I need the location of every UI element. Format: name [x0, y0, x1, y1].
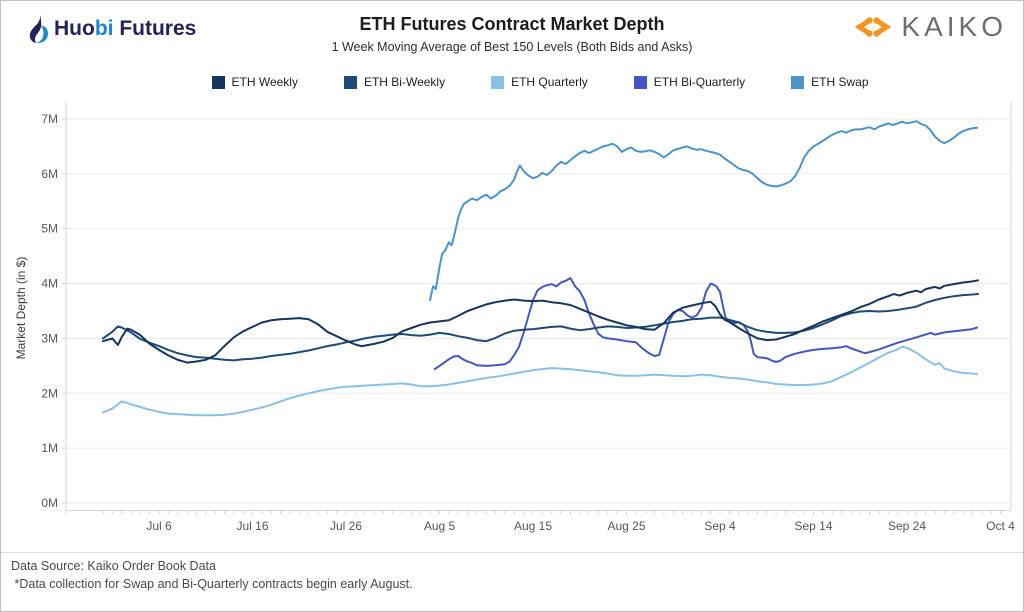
kaiko-wordmark: KAIKO [901, 11, 1007, 42]
legend-swatch-eth-weekly [211, 75, 225, 89]
legend-item-eth-weekly: ETH Weekly [211, 75, 298, 89]
y-tick-label-5M: 5M [41, 222, 58, 236]
x-tick-label-jul-6: Jul 6 [146, 519, 172, 533]
y-axis-title: Market Depth (in $) [14, 256, 28, 360]
y-tick-label-2M: 2M [41, 386, 58, 400]
legend-label-eth-bi-quarterly: ETH Bi-Quarterly [653, 75, 746, 89]
x-tick-label-sep-4: Sep 4 [704, 519, 736, 533]
legend-item-eth-quarterly: ETH Quarterly [491, 75, 588, 89]
series-line-eth-bi-quarterly [433, 277, 979, 371]
legend-item-eth-bi-weekly: ETH Bi-Weekly [343, 75, 446, 89]
series-line-eth-swap [429, 120, 979, 301]
series-line-eth-weekly [101, 279, 980, 364]
x-tick-label-jul-26: Jul 26 [330, 519, 362, 533]
huobi-futures-wordmark: Huobi Futures [54, 17, 196, 41]
huobi-wordmark-bi: bi [94, 16, 114, 40]
huobi-flame-icon [29, 14, 48, 43]
legend-swatch-eth-quarterly [491, 75, 505, 89]
huobi-futures-logo: Huobi Futures [27, 14, 196, 43]
legend-swatch-eth-bi-quarterly [633, 75, 647, 89]
legend-item-eth-swap: ETH Swap [791, 75, 869, 89]
page-title: ETH Futures Contract Market Depth [359, 14, 665, 34]
legend-label-eth-swap: ETH Swap [811, 75, 869, 89]
x-tick-label-sep-14: Sep 14 [794, 519, 832, 533]
x-tick-label-aug-5: Aug 5 [424, 519, 456, 533]
y-tick-label-1M: 1M [41, 441, 58, 455]
x-tick-label-sep-24: Sep 24 [888, 519, 926, 533]
legend-swatch-eth-swap [791, 75, 805, 89]
huobi-wordmark-huo: Huo [54, 16, 95, 40]
kaiko-logo: KAIKO [850, 10, 1007, 44]
x-tick-label-aug-25: Aug 25 [607, 519, 645, 533]
footer-data-source: Data Source: Kaiko Order Book Data [11, 559, 216, 573]
x-tick-label-aug-15: Aug 15 [514, 519, 552, 533]
y-tick-label-4M: 4M [41, 277, 58, 291]
y-tick-label-7M: 7M [41, 112, 58, 126]
legend-label-eth-weekly: ETH Weekly [231, 75, 298, 89]
x-tick-label-jul-16: Jul 16 [236, 519, 268, 533]
legend-swatch-eth-bi-weekly [343, 75, 357, 89]
series-line-eth-bi-weekly [101, 293, 980, 362]
y-tick-label-6M: 6M [41, 167, 58, 181]
series-line-eth-quarterly [101, 345, 979, 417]
chart-legend: ETH Weekly ETH Bi-Weekly ETH Quarterly ETH … [71, 75, 1009, 89]
y-tick-label-3M: 3M [41, 331, 58, 345]
footer-note: *Data collection for Swap and Bi-Quarter… [11, 577, 413, 591]
legend-item-eth-bi-quarterly: ETH Bi-Quarterly [633, 75, 746, 89]
legend-label-eth-bi-weekly: ETH Bi-Weekly [363, 75, 446, 89]
kaiko-glyph-icon [855, 17, 892, 37]
huobi-wordmark-futures: Futures [113, 16, 197, 40]
y-tick-label-0M: 0M [41, 496, 58, 510]
footer-separator [1, 552, 1023, 553]
x-tick-label-oct-4: Oct 4 [986, 519, 1015, 533]
page-subtitle: 1 Week Moving Average of Best 150 Levels… [331, 40, 693, 54]
legend-label-eth-quarterly: ETH Quarterly [511, 75, 588, 89]
